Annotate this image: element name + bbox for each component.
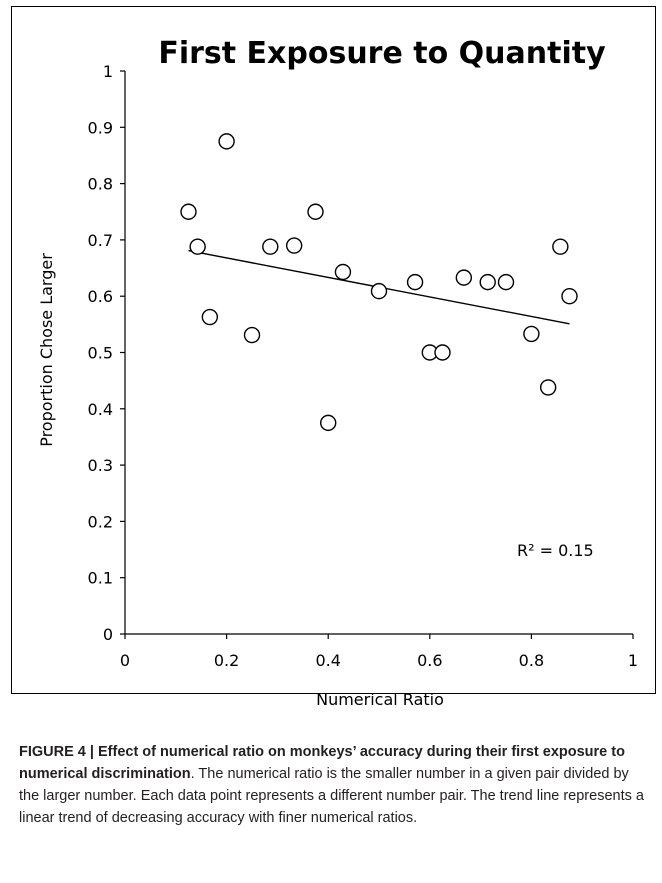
data-point [539, 379, 557, 396]
data-point [243, 326, 261, 344]
y-tick-label: 0.7 [88, 231, 113, 250]
y-tick-label: 0.9 [88, 118, 113, 137]
figure-frame [11, 6, 656, 694]
y-axis: 0 0.1 0.2 0.3 0.4 0.5 0.6 0.7 0.8 0.9 1 [88, 62, 126, 644]
data-point [497, 273, 515, 291]
data-point [320, 414, 337, 432]
caption-body: . The numerical ratio is the smaller num… [19, 766, 644, 826]
r-squared-annotation: R² = 0.15 [517, 541, 594, 560]
data-point [189, 238, 206, 255]
x-tick-label: 0.2 [214, 651, 239, 670]
x-tick-label: 0.6 [417, 651, 442, 670]
data-point [307, 203, 324, 220]
y-tick-label: 0 [103, 625, 113, 644]
data-point [406, 273, 424, 291]
x-tick-label: 0 [120, 651, 130, 670]
y-tick-label: 0.5 [88, 344, 113, 363]
y-tick-label: 0.2 [88, 512, 113, 531]
scatter-chart: First Exposure to Quantity 0 0.1 0.2 0.3 0.4… [37, 36, 638, 709]
data-point [523, 325, 540, 343]
x-axis-label: Numerical Ratio [316, 690, 444, 709]
data-points [180, 133, 578, 432]
data-point [370, 282, 388, 300]
y-tick-label: 0.8 [88, 175, 113, 194]
data-point [434, 344, 451, 361]
data-point [285, 237, 303, 254]
data-point [455, 269, 473, 286]
y-axis-label: Proportion Chose Larger [37, 253, 56, 447]
data-point [552, 238, 569, 255]
x-axis: 0 0.2 0.4 0.6 0.8 1 [120, 633, 638, 670]
caption-head: FIGURE 4 | Effect of numerical ratio on … [19, 744, 625, 782]
data-point [479, 273, 496, 291]
y-tick-label: 0.3 [88, 456, 113, 475]
chart-title: First Exposure to Quantity [158, 36, 606, 71]
figure-caption: FIGURE 4 | Effect of numerical ratio on … [19, 741, 649, 829]
x-tick-label: 0.4 [315, 651, 340, 670]
data-point [180, 203, 197, 220]
x-tick-label: 0.8 [519, 651, 544, 670]
data-point [334, 263, 352, 281]
data-point [561, 288, 578, 305]
y-tick-label: 1 [103, 62, 113, 81]
data-point [262, 238, 279, 255]
y-tick-label: 0.1 [88, 569, 113, 588]
x-tick-label: 1 [628, 651, 638, 670]
data-point [201, 308, 219, 326]
data-point [218, 133, 235, 150]
y-tick-label: 0.6 [88, 287, 113, 306]
y-tick-label: 0.4 [88, 400, 113, 419]
